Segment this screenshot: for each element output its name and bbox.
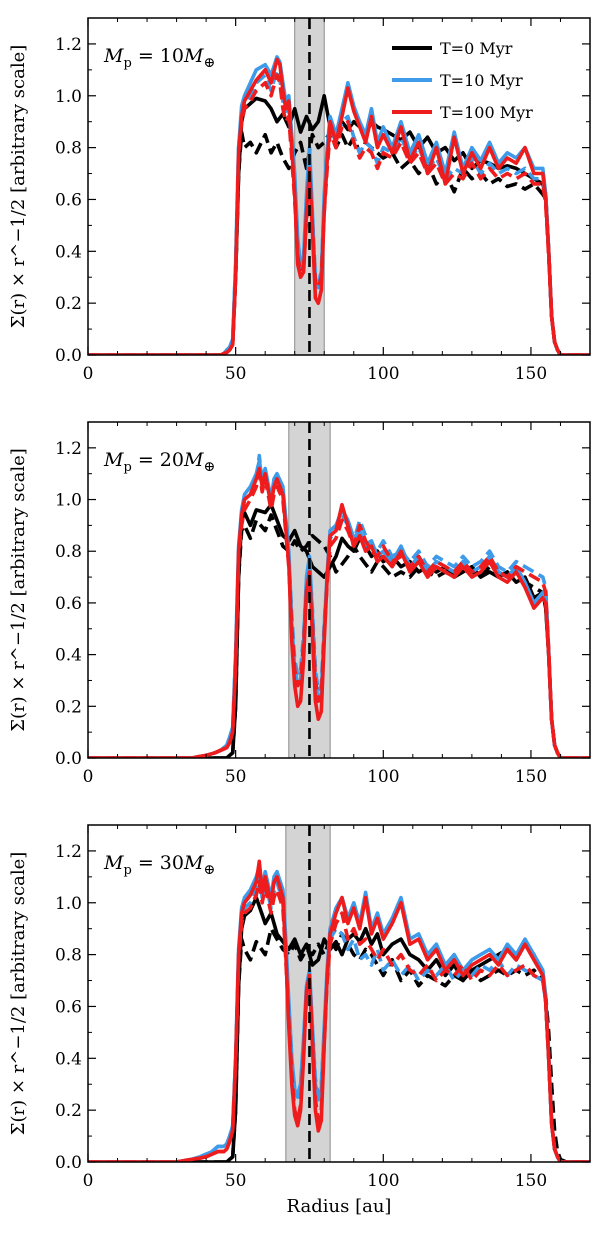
y-axis-label: Σ(r) × r^−1/2 [arbitrary scale]	[8, 448, 29, 732]
panel-mass-label: Mp = 30M⊕	[103, 852, 215, 878]
panel-3: 0 50 100 150 0.0 0.2 0.4 0.6 0.8 1.0 1.2 Mp = 30M⊕ Σ…	[8, 824, 591, 1191]
legend-label: T=10 Myr	[440, 71, 523, 90]
y-tick-label: 0.2	[55, 294, 82, 314]
y-tick-label: 0.4	[55, 646, 82, 666]
y-tick-label: 0.6	[55, 997, 82, 1017]
legend: T=0 Myr T=10 Myr T=100 Myr	[392, 39, 533, 122]
y-tick-label: 0.4	[55, 1049, 82, 1069]
series-line-t-100-myr-dashed	[88, 880, 590, 1162]
series-line-t-10-myr-solid	[88, 864, 590, 1162]
x-tick-label: 50	[225, 364, 247, 384]
y-tick-label: 1.2	[55, 842, 82, 862]
y-tick-label: 0.6	[55, 190, 82, 210]
y-axis-label: Σ(r) × r^−1/2 [arbitrary scale]	[8, 45, 29, 329]
y-tick-label: 1.2	[55, 439, 82, 459]
plot-frame	[87, 824, 591, 1163]
y-tick-label: 0.0	[55, 346, 82, 366]
x-tick-label: 100	[367, 767, 399, 787]
series-line-t-100-myr-dashed	[88, 73, 590, 355]
series-line-t-100-myr-solid	[88, 859, 590, 1162]
series-line-t-10-myr-solid	[88, 458, 590, 758]
panel-mass-label: Mp = 10M⊕	[103, 45, 215, 71]
y-tick-label: 1.0	[55, 87, 82, 107]
y-tick-label: 0.8	[55, 946, 82, 966]
x-tick-label: 0	[83, 1171, 94, 1191]
legend-label: T=0 Myr	[440, 39, 513, 58]
y-tick-label: 1.0	[55, 894, 82, 914]
y-tick-label: 0.8	[55, 139, 82, 159]
y-tick-label: 0.2	[55, 1101, 82, 1121]
y-axis-label: Σ(r) × r^−1/2 [arbitrary scale]	[8, 852, 29, 1136]
series-line-t-100-myr-dashed	[88, 471, 590, 758]
series-line-t-100-myr-solid	[88, 466, 590, 758]
series-group	[88, 453, 590, 758]
y-tick-label: 0.0	[55, 749, 82, 769]
x-tick-label: 50	[225, 767, 247, 787]
y-tick-label: 0.0	[55, 1153, 82, 1173]
series-line-t-100-myr-solid	[88, 57, 590, 355]
plot-frame	[87, 17, 591, 356]
plot-frame	[87, 421, 591, 759]
series-group	[88, 55, 590, 355]
x-tick-label: 150	[515, 767, 547, 787]
series-line-t-0-myr-solid	[88, 895, 590, 1162]
panel-1: 0 50 100 150 0.0 0.2 0.4 0.6 0.8 1.0 1.2 Mp = 10M⊕ Σ…	[8, 17, 591, 384]
series-line-t-0-myr-dashed	[88, 926, 590, 1162]
y-tick-label: 0.2	[55, 697, 82, 717]
series-line-t-10-myr-dashed	[88, 68, 590, 355]
x-tick-label: 150	[515, 1171, 547, 1191]
x-tick-label: 100	[367, 364, 399, 384]
series-line-t-10-myr-dashed	[88, 453, 590, 758]
x-tick-label: 0	[83, 767, 94, 787]
y-tick-label: 0.8	[55, 542, 82, 562]
legend-label: T=100 Myr	[440, 103, 533, 122]
series-line-t-0-myr-dashed	[88, 513, 590, 758]
series-group	[88, 859, 590, 1162]
y-tick-label: 0.4	[55, 242, 82, 262]
series-line-t-0-myr-solid	[88, 502, 590, 758]
y-tick-label: 1.0	[55, 491, 82, 511]
y-tick-label: 1.2	[55, 35, 82, 55]
panel-mass-label: Mp = 20M⊕	[103, 449, 215, 475]
x-axis-label: Radius [au]	[287, 1196, 392, 1217]
x-tick-label: 100	[367, 1171, 399, 1191]
x-tick-label: 150	[515, 364, 547, 384]
series-line-t-10-myr-solid	[88, 55, 590, 355]
x-tick-label: 0	[83, 364, 94, 384]
y-tick-label: 0.6	[55, 594, 82, 614]
series-line-t-0-myr-dashed	[88, 130, 590, 355]
x-tick-label: 50	[225, 1171, 247, 1191]
panel-2: 0 50 100 150 0.0 0.2 0.4 0.6 0.8 1.0 1.2 Mp = 20M⊕ Σ…	[8, 421, 591, 787]
series-line-t-10-myr-dashed	[88, 874, 590, 1162]
